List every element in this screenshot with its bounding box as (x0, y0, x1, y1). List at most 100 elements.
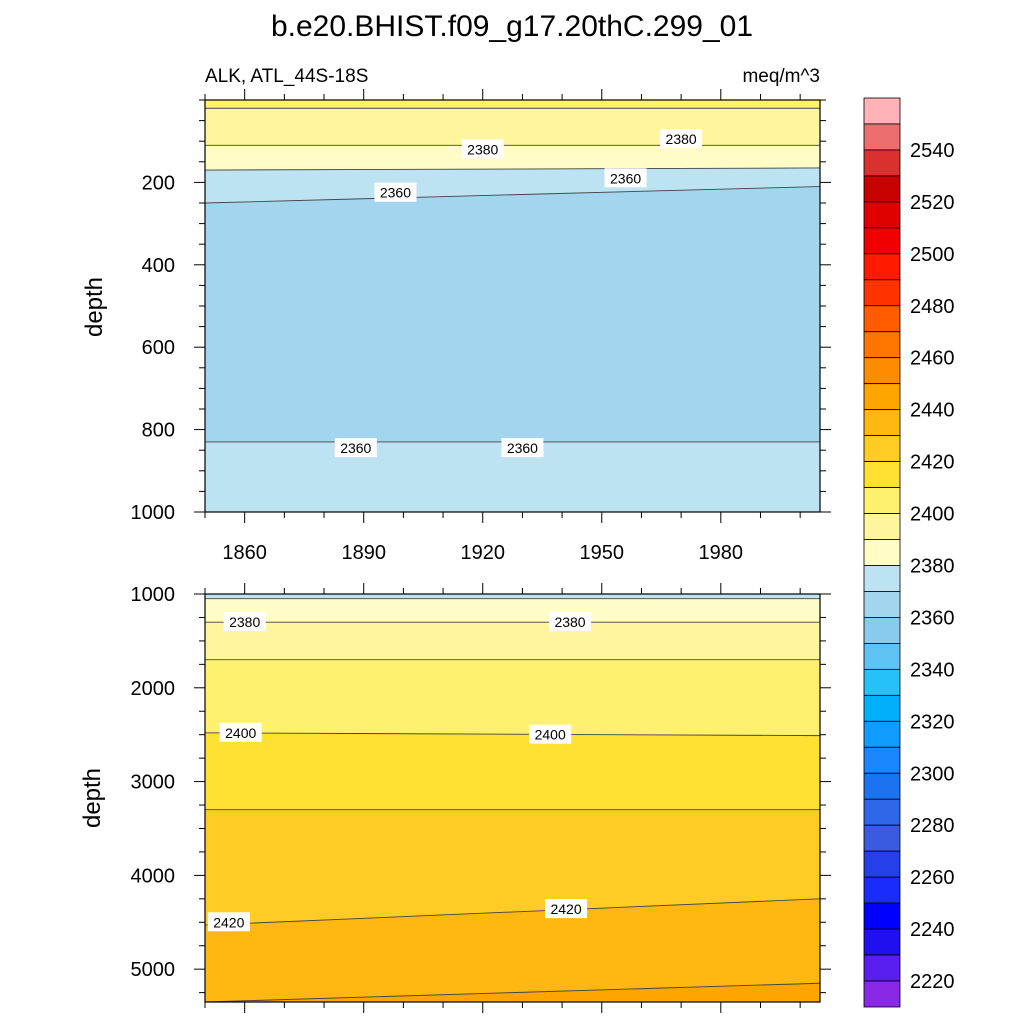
colorbar-label: 2360 (910, 607, 955, 629)
contour-label: 2380 (549, 612, 592, 632)
contour-label: 2420 (545, 899, 588, 919)
contour-label: 2360 (604, 168, 647, 188)
colorbar-swatch (863, 461, 901, 488)
contour-label: 2380 (660, 129, 703, 149)
contour-label-text: 2360 (507, 440, 538, 456)
colorbar-swatch (863, 617, 901, 644)
colorbar-swatch (863, 435, 901, 462)
colorbar: 2540 2520 2500 2480 2460 2440 2420 2400 2380 2360… (863, 97, 955, 1024)
contour-band (205, 732, 820, 811)
colorbar-swatch (863, 798, 901, 826)
chart-title: b.e20.BHIST.f09_g17.20thC.299_01 (271, 10, 753, 43)
colorbar-swatch (863, 149, 901, 177)
contour-label-text: 2380 (467, 141, 498, 157)
contour-label: 2360 (501, 438, 544, 458)
y-tick-label: 200 (142, 172, 175, 194)
variable-region-label: ALK, ATL_44S-18S (205, 66, 368, 87)
contour-label-text: 2360 (610, 170, 641, 186)
colorbar-swatch (863, 383, 901, 411)
contour-label: 2380 (223, 612, 266, 632)
y-tick-label: 800 (142, 420, 175, 442)
x-tick-label: 1920 (460, 542, 505, 564)
contour-label-text: 2360 (340, 440, 371, 456)
y-tick-label: 2000 (131, 678, 176, 700)
contour-band (205, 107, 820, 146)
upper-depth-panel: 2380 2380 2360 2360 2360 2360 200 400 600 800 1000… (131, 89, 831, 564)
colorbar-label: 2480 (910, 296, 955, 318)
y-tick-label: 5000 (131, 959, 176, 981)
contour-line (205, 167, 820, 171)
y-tick-label: 400 (142, 255, 175, 277)
colorbar-label: 2200 (910, 1023, 955, 1024)
lower-ylabel: depth (79, 768, 106, 828)
y-tick-label: 4000 (131, 865, 176, 887)
colorbar-label: 2220 (910, 971, 955, 993)
x-tick-label: 1950 (580, 542, 625, 564)
colorbar-swatch (863, 175, 901, 203)
colorbar-swatch (863, 902, 901, 930)
contour-line (205, 898, 820, 926)
contour-label: 2380 (461, 139, 504, 159)
colorbar-swatch (863, 227, 901, 255)
colorbar-swatch (863, 980, 901, 1008)
colorbar-swatch (863, 668, 901, 696)
colorbar-swatch (863, 539, 901, 566)
colorbar-swatch (863, 850, 901, 878)
contour-label-text: 2380 (666, 131, 697, 147)
colorbar-label: 2280 (910, 815, 955, 837)
colorbar-swatch (863, 279, 901, 307)
colorbar-swatch (863, 97, 901, 125)
contour-band (205, 598, 820, 623)
contour-label-text: 2380 (554, 614, 585, 630)
contour-band (205, 100, 820, 109)
colorbar-swatch (863, 694, 901, 722)
colorbar-swatch (863, 305, 901, 333)
contour-band (205, 186, 820, 443)
colorbar-swatch (863, 123, 901, 151)
contour-label-text: 2360 (380, 185, 411, 201)
colorbar-swatch (863, 720, 901, 748)
colorbar-label: 2500 (910, 244, 955, 266)
colorbar-swatch (863, 954, 901, 982)
colorbar-label: 2300 (910, 763, 955, 785)
contour-line (205, 186, 820, 204)
contour-band (205, 145, 820, 171)
colorbar-swatch (863, 409, 901, 437)
colorbar-label: 2320 (910, 711, 955, 733)
colorbar-label: 2400 (910, 504, 955, 526)
colorbar-label: 2540 (910, 140, 955, 162)
contour-label: 2360 (334, 438, 377, 458)
plot-frame (204, 593, 821, 1003)
y-tick-label: 1000 (131, 502, 176, 524)
colorbar-swatch (863, 487, 901, 514)
contour-label-text: 2380 (229, 614, 260, 630)
contour-band (205, 621, 820, 660)
colorbar-swatch (863, 876, 901, 904)
colorbar-swatch (863, 331, 901, 359)
upper-ylabel: depth (81, 277, 108, 337)
colorbar-swatch (863, 357, 901, 385)
colorbar-label: 2460 (910, 348, 955, 370)
colorbar-swatch (863, 772, 901, 800)
contour-label: 2420 (207, 912, 250, 932)
colorbar-label: 2520 (910, 192, 955, 214)
contour-line (205, 732, 820, 737)
colorbar-label: 2380 (910, 555, 955, 577)
colorbar-swatch (863, 824, 901, 852)
contour-label: 2400 (219, 722, 262, 742)
colorbar-swatch (863, 928, 901, 956)
colorbar-swatch (863, 253, 901, 281)
contour-label-text: 2400 (225, 725, 256, 741)
y-tick-label: 3000 (131, 772, 176, 794)
contour-label: 2400 (529, 724, 572, 744)
x-tick-label: 1980 (699, 542, 744, 564)
colorbar-swatch (863, 201, 901, 229)
contour-label: 2360 (374, 182, 417, 202)
contour-label-text: 2400 (535, 727, 566, 743)
contour-label-text: 2420 (213, 914, 244, 930)
y-tick-label: 1000 (131, 584, 176, 606)
x-tick-label: 1860 (222, 542, 267, 564)
y-tick-label: 600 (142, 337, 175, 359)
colorbar-swatch (863, 565, 901, 592)
